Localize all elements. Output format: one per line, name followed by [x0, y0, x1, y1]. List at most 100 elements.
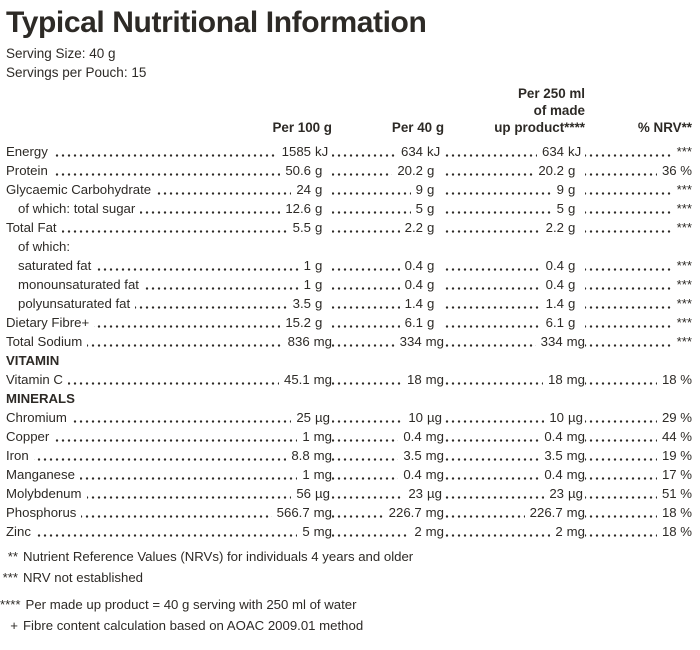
- value-unit: g: [564, 294, 585, 313]
- value-unit: g: [311, 256, 332, 275]
- value-number: 1: [298, 275, 311, 294]
- nutrient-label: Copper: [6, 427, 55, 446]
- value-per-250ml: 23 µg: [444, 484, 585, 503]
- value-unit: mg: [309, 465, 332, 484]
- nutrient-label-cell: Chromium: [6, 408, 220, 427]
- value-nrv: ***: [585, 332, 692, 351]
- value-unit: g: [423, 199, 444, 218]
- value-nrv: 18 %: [585, 503, 692, 522]
- value-unit: µg: [423, 484, 444, 503]
- value-nrv: 29 %: [585, 408, 692, 427]
- value-nrv: ***: [585, 256, 692, 275]
- col-header-per-250ml-line3: up product****: [494, 120, 585, 135]
- value-number: 20.2: [392, 161, 423, 180]
- value-number: 6.1: [540, 313, 564, 332]
- value-number: 5: [551, 199, 564, 218]
- value-unit: g: [311, 294, 332, 313]
- nrv-text: 17 %: [656, 465, 692, 484]
- value-per-100g: 3.5 g: [220, 294, 332, 313]
- nutrient-label-cell: Vitamin C: [6, 370, 220, 389]
- nrv-text: 44 %: [656, 427, 692, 446]
- value-number: 23: [403, 484, 423, 503]
- nutrient-label: saturated fat: [6, 256, 97, 275]
- value-per-250ml: 0.4 g: [444, 256, 585, 275]
- value-per-250ml: 0.4 mg: [444, 427, 585, 446]
- value-per-250ml: 6.1 g: [444, 313, 585, 332]
- value-number: 5: [410, 199, 423, 218]
- value-number: 9: [410, 180, 423, 199]
- value-nrv: 17 %: [585, 465, 692, 484]
- value-unit: mg: [309, 522, 332, 541]
- value-number: 836: [282, 332, 310, 351]
- row-copper: Copper 1 mg 0.4 mg 0.4 mg 44 %: [0, 427, 700, 446]
- value-number: 226.7: [383, 503, 422, 522]
- value-per-40g: 10 µg: [332, 408, 444, 427]
- value-per-100g: 836 mg: [220, 332, 332, 351]
- nrv-text: 18 %: [656, 370, 692, 389]
- row-molybdenum: Molybdenum 56 µg 23 µg 23 µg 51 %: [0, 484, 700, 503]
- value-number: 45.1: [279, 370, 310, 389]
- value-number: 634: [536, 142, 564, 161]
- value-unit: mg: [309, 427, 332, 446]
- value-unit: mg: [562, 446, 585, 465]
- footnote-3: **** Per made up product = 40 g serving w…: [0, 594, 700, 615]
- value-per-100g: 1585 kJ: [220, 142, 332, 161]
- nutrient-label: Iron: [6, 446, 34, 465]
- value-per-100g: 1 mg: [220, 465, 332, 484]
- row-chromium: Chromium 25 µg 10 µg 10 µg 29 %: [0, 408, 700, 427]
- nrv-text: ***: [671, 180, 692, 199]
- value-number: 20.2: [533, 161, 564, 180]
- row-zinc: Zinc 5 mg 2 mg 2 mg 18 %: [0, 522, 700, 541]
- value-unit: mg: [309, 332, 332, 351]
- value-number: 25: [291, 408, 311, 427]
- value-per-40g: 634 kJ: [332, 142, 444, 161]
- value-nrv: ***: [585, 275, 692, 294]
- nutrient-label-cell: MINERALS: [6, 389, 692, 408]
- nutrient-label: of which:: [6, 237, 76, 256]
- value-per-250ml: 20.2 g: [444, 161, 585, 180]
- value-per-250ml: 1.4 g: [444, 294, 585, 313]
- value-nrv: 51 %: [585, 484, 692, 503]
- value-per-40g: 20.2 g: [332, 161, 444, 180]
- row-of-which-total-sugar: of which: total sugar 12.6 g 5 g 5 g ***: [0, 199, 700, 218]
- row-saturated-fat: saturated fat 1 g 0.4 g 0.4 g ***: [0, 256, 700, 275]
- value-unit: mg: [562, 503, 585, 522]
- value-unit: g: [311, 199, 332, 218]
- col-header-per-250ml-line2: of made: [533, 103, 585, 118]
- value-nrv: 36 %: [585, 161, 692, 180]
- nutrient-label-cell: Energy: [6, 142, 220, 161]
- value-nrv: ***: [585, 313, 692, 332]
- nutrient-label-cell: Total Fat: [6, 218, 220, 237]
- col-header-nrv: % NRV**: [637, 120, 692, 135]
- nrv-text: 29 %: [656, 408, 692, 427]
- nrv-text: ***: [671, 332, 692, 351]
- value-unit: g: [564, 275, 585, 294]
- value-unit: mg: [421, 427, 444, 446]
- value-number: 1: [298, 256, 311, 275]
- table-body: Energy 1585 kJ 634 kJ 634 kJ *** Protein 50.6 g 20.…: [0, 142, 700, 541]
- nutrient-label-cell: saturated fat: [6, 256, 220, 275]
- value-per-250ml: 18 mg: [444, 370, 585, 389]
- row-vitamin-c: Vitamin C 45.1 mg 18 mg 18 mg 18 %: [0, 370, 700, 389]
- value-unit: g: [423, 294, 444, 313]
- value-per-40g: 0.4 mg: [332, 465, 444, 484]
- value-per-40g: 2.2 g: [332, 218, 444, 237]
- value-nrv: 18 %: [585, 522, 692, 541]
- nrv-text: ***: [671, 218, 692, 237]
- value-nrv: ***: [585, 218, 692, 237]
- value-unit: mg: [421, 370, 444, 389]
- value-number: 0.4: [539, 427, 563, 446]
- value-number: 8.8: [286, 446, 310, 465]
- nrv-text: 18 %: [656, 522, 692, 541]
- nutrient-label: polyunsaturated fat: [6, 294, 136, 313]
- serving-size: Serving Size: 40 g: [6, 46, 116, 61]
- value-per-250ml: 10 µg: [444, 408, 585, 427]
- col-header-per-40g: Per 40 g: [391, 120, 444, 135]
- value-unit: mg: [421, 446, 444, 465]
- value-per-40g: 226.7 mg: [332, 503, 444, 522]
- nutrient-label: VITAMIN: [6, 351, 65, 370]
